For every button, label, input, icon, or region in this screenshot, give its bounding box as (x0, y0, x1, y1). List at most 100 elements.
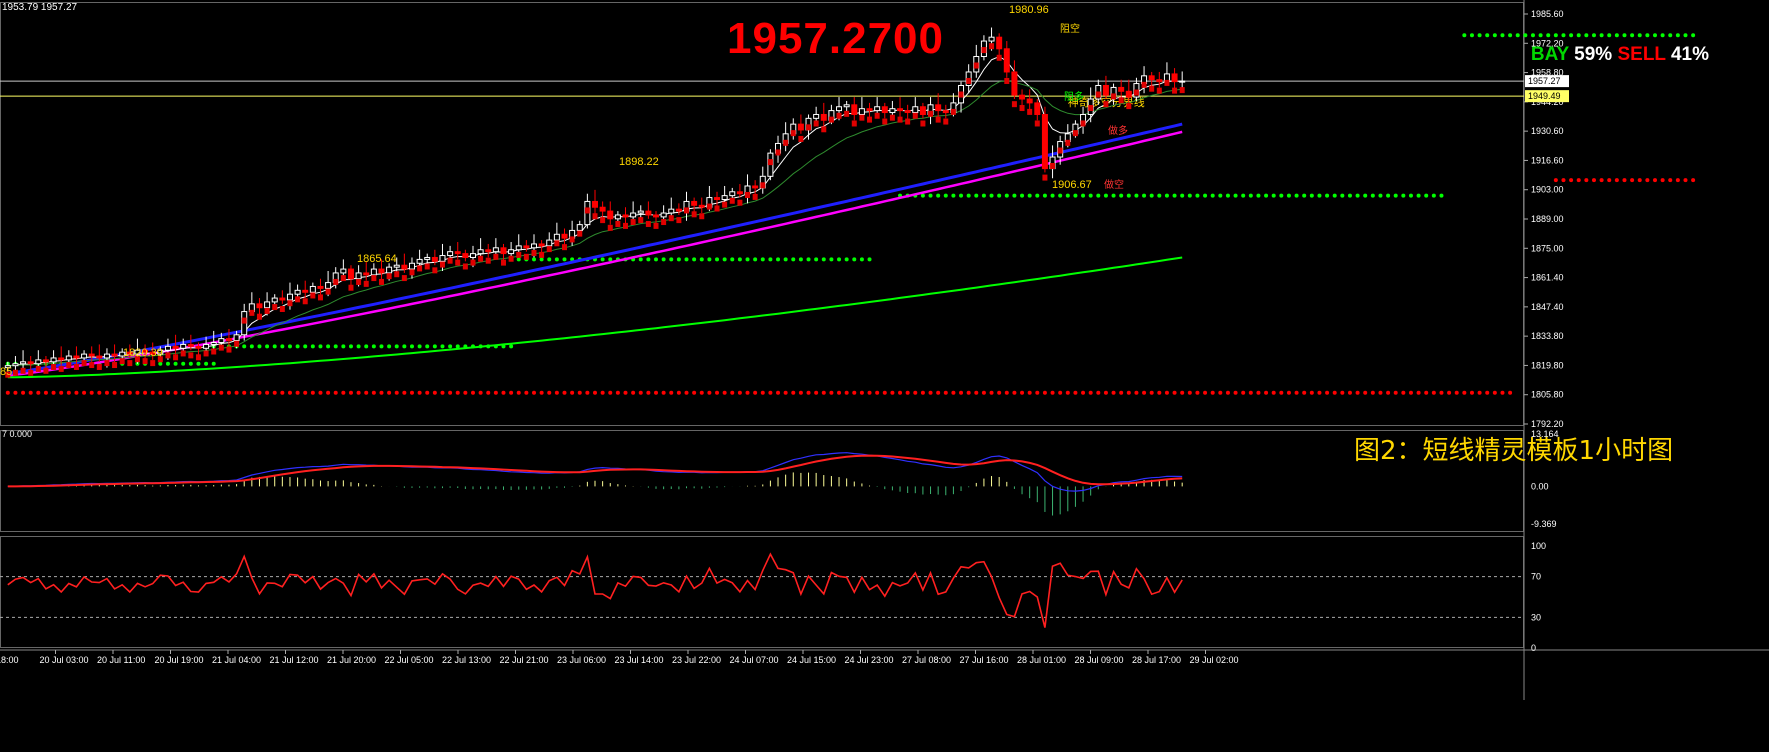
support-dot (51, 390, 56, 395)
support-dot (1447, 390, 1452, 395)
trend-ribbon (378, 278, 384, 285)
trend-ribbon (447, 257, 453, 264)
support-dot (615, 390, 620, 395)
support-dot (379, 390, 384, 395)
support-dot (219, 390, 224, 395)
x-axis-label: 24 Jul 23:00 (845, 655, 894, 665)
support-dot (1347, 390, 1352, 395)
osc-y-tick-label: 30 (1531, 612, 1541, 622)
main-panel-frame (0, 2, 1524, 426)
support-dot (1309, 390, 1314, 395)
resistance-dot (1355, 193, 1360, 198)
resistance-dot (1035, 193, 1040, 198)
trend-ribbon (157, 356, 163, 363)
trend-ribbon (1149, 85, 1155, 92)
trend-ribbon (127, 360, 133, 367)
support-dot (539, 390, 544, 395)
candle-body (1148, 75, 1155, 81)
main-y-tick-label: 1861.40 (1531, 273, 1564, 283)
trend-ribbon (264, 307, 270, 314)
resistance-dot (798, 257, 803, 262)
resistance-dot (1218, 193, 1223, 198)
support-dot (730, 390, 735, 395)
resistance-dot (638, 257, 643, 262)
support-dot (936, 390, 941, 395)
trend-ribbon (455, 259, 461, 266)
resistance-dot (600, 257, 605, 262)
swing-label: 1865.64 (357, 253, 397, 265)
resistance-dot (1004, 193, 1009, 198)
trend-ribbon (12, 369, 18, 376)
chart-caption: 图2：短线精灵模板1小时图 (1354, 436, 1674, 466)
support-dot (1370, 390, 1375, 395)
trend-ribbon (35, 365, 41, 372)
support-dot (341, 390, 346, 395)
candle-body (256, 303, 263, 309)
resistance-dot (859, 257, 864, 262)
support-dot (394, 390, 399, 395)
candle-body (164, 345, 171, 351)
support-dot (821, 390, 826, 395)
candle-body (866, 108, 873, 112)
trend-ribbon (981, 47, 987, 54)
trend-ribbon (851, 120, 857, 127)
trend-ribbon (1088, 105, 1094, 112)
osc-y-tick-label: 100 (1531, 541, 1546, 551)
support-dot (1119, 390, 1124, 395)
support-dot (829, 390, 834, 395)
resistance-dot (737, 257, 742, 262)
support-dot (43, 390, 48, 395)
resistance-dot (249, 344, 254, 349)
resistance-dot (1103, 193, 1108, 198)
support-dot (448, 390, 453, 395)
candle-body (592, 200, 598, 208)
resistance-dot (1508, 33, 1513, 38)
trend-ribbon (516, 251, 522, 258)
support-dot (158, 390, 163, 395)
resistance-dot (265, 344, 270, 349)
support-dot (1576, 178, 1581, 183)
trend-ribbon (783, 139, 789, 146)
x-axis-label: 27 Jul 16:00 (960, 655, 1009, 665)
resistance-dot (1630, 33, 1635, 38)
support-dot (1088, 390, 1093, 395)
resistance-dot (531, 257, 536, 262)
resistance-dot (1691, 33, 1696, 38)
support-dot (1416, 390, 1421, 395)
support-dot (333, 390, 338, 395)
support-dot (272, 390, 277, 395)
support-dot (547, 390, 552, 395)
support-dot (59, 390, 64, 395)
support-dot (577, 390, 582, 395)
trend-ribbon (409, 269, 415, 276)
trend-ribbon (500, 259, 506, 266)
support-dot (1355, 390, 1360, 395)
candle-body (668, 208, 675, 214)
trend-ribbon (340, 275, 346, 282)
support-dot (890, 390, 895, 395)
trend-ribbon (310, 292, 316, 299)
trend-ribbon (180, 350, 186, 357)
support-dot (684, 390, 689, 395)
support-dot (1264, 390, 1269, 395)
support-dot (913, 390, 918, 395)
resistance-dot (1172, 193, 1177, 198)
support-dot (493, 390, 498, 395)
trend-ribbon (470, 259, 476, 266)
trend-ribbon (256, 313, 262, 320)
support-dot (143, 390, 148, 395)
resistance-dot (204, 361, 209, 366)
resistance-dot (1515, 33, 1520, 38)
big-price-label: 1957.2700 (727, 14, 944, 63)
ma-blue-line (7, 122, 1183, 375)
trend-ribbon (806, 124, 812, 131)
ohlc-header: 1953.79 1957.27 (2, 2, 78, 13)
support-dot (28, 390, 33, 395)
x-axis-label: 24 Jul 15:00 (787, 655, 836, 665)
current-price-label: 1957.27 (1528, 76, 1561, 86)
resistance-dot (1279, 193, 1284, 198)
support-dot (1637, 178, 1642, 183)
candle-body (35, 359, 42, 365)
candle-body (797, 123, 804, 131)
support-dot (1500, 390, 1505, 395)
